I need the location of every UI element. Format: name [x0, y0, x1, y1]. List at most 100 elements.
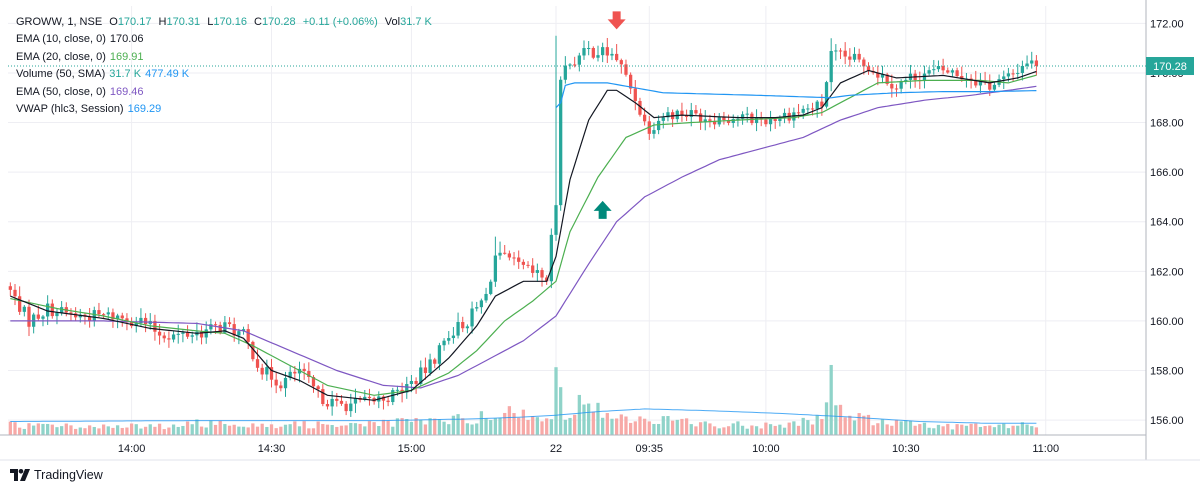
volume-bar: [115, 425, 120, 435]
candle-body: [978, 80, 983, 86]
x-tick-label: 22: [550, 443, 562, 455]
volume-bar: [656, 423, 661, 435]
volume-bar: [624, 416, 628, 435]
candle-body: [778, 118, 782, 122]
candle-body: [479, 300, 484, 308]
legend-indicator-name: EMA (20, close, 0): [16, 50, 106, 63]
candle-body: [652, 130, 656, 134]
candle-body: [442, 340, 446, 346]
candlestick-series: [8, 35, 1039, 417]
candle-body: [824, 82, 829, 107]
volume-bar: [260, 423, 264, 435]
volume-bar: [642, 418, 647, 435]
candle-body: [834, 50, 838, 52]
candle-body: [526, 264, 530, 266]
volume-bar: [470, 424, 474, 435]
candle-body: [41, 316, 45, 319]
candle-body: [269, 367, 274, 380]
candle-body: [773, 119, 777, 122]
volume-bar: [950, 429, 955, 435]
candle-body: [740, 114, 745, 119]
x-tick-label: 11:00: [1032, 443, 1059, 455]
candle-body: [708, 119, 712, 121]
candle-body: [321, 389, 325, 405]
volume-bar: [708, 423, 712, 435]
candle-body: [661, 117, 665, 121]
legend-indicator-row[interactable]: EMA (20, close, 0) 169.91: [16, 49, 432, 66]
candle-body: [535, 270, 539, 273]
volume-bar: [92, 426, 96, 435]
candle-body: [22, 306, 26, 312]
legend-indicator-row[interactable]: EMA (10, close, 0) 170.06: [16, 31, 432, 48]
volume-bar: [18, 427, 22, 435]
volume-bar: [419, 419, 423, 435]
candle-body: [181, 332, 185, 334]
volume-bar: [787, 422, 791, 435]
candle-body: [754, 117, 759, 124]
ema10-line: [10, 69, 1037, 401]
candle-body: [493, 255, 498, 282]
volume-bar: [167, 427, 171, 435]
candle-body: [433, 359, 437, 364]
volume-bar: [563, 419, 567, 435]
candle-body: [1016, 72, 1020, 74]
volume-bar: [782, 427, 787, 435]
volume-bar: [1016, 425, 1020, 435]
candle-body: [582, 48, 586, 56]
volume-bar: [484, 418, 488, 435]
volume-bar: [801, 417, 805, 435]
legend-indicator-name: VWAP (hlc3, Session): [16, 103, 124, 116]
candle-body: [726, 120, 731, 123]
volume-bar: [876, 423, 880, 435]
volume-bar: [615, 418, 619, 435]
candle-body: [489, 281, 493, 294]
volume-bar: [395, 418, 400, 435]
candle-body: [601, 47, 605, 56]
volume-bar: [8, 421, 12, 435]
volume-bar: [587, 403, 591, 435]
candle-body: [143, 317, 148, 325]
candle-body: [335, 398, 339, 401]
indicator-lines: [10, 69, 1037, 401]
buy-arrow-icon: [593, 200, 612, 219]
volume-bar: [885, 424, 889, 435]
candle-body: [428, 359, 432, 374]
candle-body: [157, 331, 162, 336]
volume-bar: [255, 426, 260, 435]
volume-bar: [195, 419, 199, 435]
volume-bar: [307, 428, 311, 435]
sell-arrow-icon: [607, 11, 626, 30]
candle-body: [610, 53, 614, 56]
volume-bar: [423, 424, 428, 435]
volume-bar: [199, 426, 204, 435]
legend-ohlc-row[interactable]: GROWW, 1, NSE O170.17 H170.31 L170.16 C1…: [16, 14, 432, 31]
candle-body: [274, 379, 278, 386]
chart-axes[interactable]: 172.00170.00168.00166.00164.00162.00160.…: [0, 0, 1200, 461]
volume-bar: [918, 424, 922, 435]
candle-body: [395, 389, 400, 391]
volume-bar: [946, 423, 950, 435]
candle-body: [134, 323, 138, 327]
volume-bar: [442, 421, 446, 435]
candle-body: [339, 400, 344, 404]
legend-indicator-row[interactable]: EMA (50, close, 0) 169.46: [16, 84, 432, 101]
candle-body: [325, 404, 330, 407]
volume-bar: [670, 420, 675, 435]
volume-bar: [241, 426, 246, 435]
volume-bar: [433, 418, 437, 435]
legend-indicator-row[interactable]: VWAP (hlc3, Session) 169.29: [16, 101, 432, 118]
candle-body: [950, 70, 955, 73]
volume-bar: [13, 422, 17, 435]
candle-body: [18, 296, 22, 312]
volume-bar: [1034, 427, 1039, 435]
candle-body: [456, 322, 460, 336]
candle-body: [512, 257, 516, 259]
volume-bar: [451, 415, 456, 435]
legend-indicator-row[interactable]: Volume (50, SMA) 31.7 K 477.49 K: [16, 66, 432, 83]
tradingview-logo[interactable]: TradingView: [10, 468, 103, 482]
candle-body: [78, 314, 82, 318]
volume-bar: [629, 422, 633, 435]
candle-body: [782, 112, 787, 119]
volume-bar: [526, 419, 530, 435]
